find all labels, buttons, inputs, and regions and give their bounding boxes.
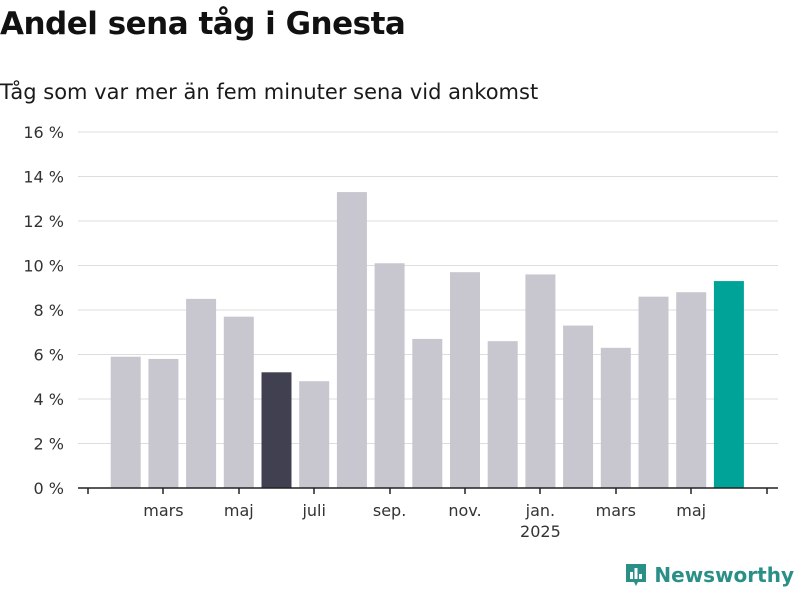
brand-logo: Newsworthy <box>624 562 794 588</box>
bar-2024-06 <box>261 372 292 488</box>
bar-2025-03 <box>600 347 631 488</box>
bar-2025-05 <box>676 292 707 488</box>
bar-2024-12 <box>487 341 518 488</box>
x-tick-label: maj <box>676 501 706 520</box>
x-tick-label: mars <box>143 501 183 520</box>
y-tick-label: 8 % <box>34 301 64 320</box>
bar-2025-04 <box>638 296 669 488</box>
bar-2024-05 <box>223 316 254 488</box>
bar-2024-10 <box>412 338 443 488</box>
bar-2024-03 <box>148 358 179 488</box>
bar-2025-01 <box>525 274 556 488</box>
y-tick-label: 4 % <box>34 390 64 409</box>
x-tick-label: maj <box>224 501 254 520</box>
newsworthy-logo-icon <box>626 564 647 586</box>
bar-2024-09 <box>374 263 405 488</box>
x-year-label: 2025 <box>520 522 561 541</box>
y-tick-label: 14 % <box>23 168 64 187</box>
bar-2024-08 <box>336 192 367 488</box>
x-tick-label: jan. <box>525 501 555 520</box>
y-tick-label: 12 % <box>23 212 64 231</box>
bar-2024-07 <box>299 381 330 488</box>
y-tick-label: 0 % <box>34 479 64 498</box>
bar-2024-11 <box>450 272 480 488</box>
brand-name: Newsworthy <box>654 563 794 587</box>
y-tick-label: 16 % <box>23 123 64 142</box>
bar-2024-04 <box>186 298 217 488</box>
x-tick-label: mars <box>596 501 636 520</box>
x-tick-label: juli <box>301 501 325 520</box>
bar-2025-02 <box>563 325 594 488</box>
y-tick-label: 2 % <box>34 435 64 454</box>
chart-title: Andel sena tåg i Gnesta <box>0 6 406 42</box>
x-tick-label: nov. <box>448 501 481 520</box>
bar-2024-02 <box>110 356 141 488</box>
y-tick-label: 10 % <box>23 257 64 276</box>
y-tick-label: 6 % <box>34 346 64 365</box>
x-tick-label: sep. <box>373 501 406 520</box>
bar-chart: 0 % 2 % 4 % 6 % 8 % 10 % 12 % 14 % 16 % mars maj ju… <box>23 123 778 541</box>
bar-2025-06 <box>713 281 744 488</box>
chart-subtitle: Tåg som var mer än fem minuter sena vid … <box>0 80 539 104</box>
